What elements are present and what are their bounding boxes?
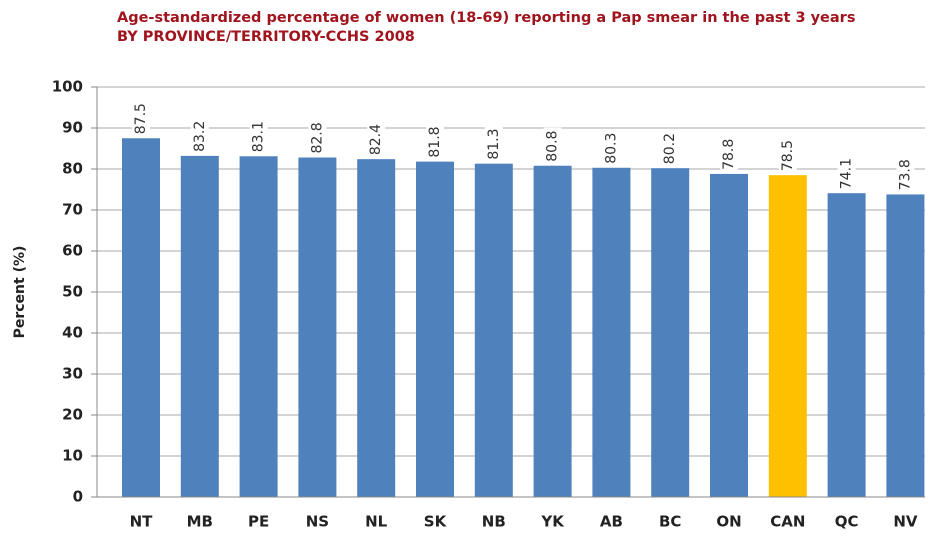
value-label: 83.2 xyxy=(192,121,208,152)
value-label: 81.8 xyxy=(427,126,443,157)
y-tick-label: 100 xyxy=(52,78,83,96)
value-label-bg xyxy=(132,100,150,135)
bar xyxy=(416,161,454,497)
value-label-bg xyxy=(720,135,738,170)
value-label-bg xyxy=(602,129,621,164)
x-tick-label: BC xyxy=(659,513,681,531)
x-tick-label: NS xyxy=(306,513,329,531)
bar xyxy=(592,167,631,497)
bar xyxy=(180,155,219,497)
bar xyxy=(298,157,337,497)
x-tick-label: CAN xyxy=(770,513,805,531)
value-label-bg xyxy=(484,125,503,160)
value-label-bg xyxy=(778,137,797,172)
y-tick-label: 0 xyxy=(73,488,83,506)
x-tick-label: MB xyxy=(187,513,213,531)
value-label-bg xyxy=(367,121,386,156)
bar xyxy=(886,194,925,498)
bar xyxy=(357,159,396,497)
value-label: 73.8 xyxy=(897,159,913,190)
value-label: 82.4 xyxy=(368,124,384,155)
y-tick-label: 50 xyxy=(62,283,83,301)
y-tick-label: 60 xyxy=(62,242,83,260)
value-label-bg xyxy=(837,155,856,190)
value-label: 83.1 xyxy=(251,121,267,152)
x-tick-label: NL xyxy=(365,513,388,531)
value-label: 78.8 xyxy=(721,139,737,170)
chart-subtitle: BY PROVINCE/TERRITORY-CCHS 2008 xyxy=(117,29,415,45)
x-tick-label: QC xyxy=(835,513,859,531)
y-tick-label: 90 xyxy=(62,119,83,137)
x-tick-label: PE xyxy=(248,513,269,531)
bar xyxy=(474,163,513,498)
bar xyxy=(651,168,690,497)
y-tick-label: 10 xyxy=(62,447,83,465)
x-tick-label: YK xyxy=(540,513,565,531)
x-tick-label: NT xyxy=(130,513,154,531)
y-tick-label: 40 xyxy=(62,324,83,342)
bar xyxy=(239,156,278,498)
y-tick-label: 20 xyxy=(62,406,83,424)
value-label-bg xyxy=(661,130,680,165)
value-label: 78.5 xyxy=(780,140,796,171)
bar xyxy=(768,175,807,497)
x-tick-label: NB xyxy=(482,513,506,531)
value-label: 82.8 xyxy=(309,122,325,153)
y-tick-label: 70 xyxy=(62,201,83,219)
value-label-bg xyxy=(308,119,327,154)
bar xyxy=(122,138,160,497)
value-label-bg xyxy=(249,118,268,153)
value-label-bg xyxy=(426,123,444,158)
value-label: 80.8 xyxy=(545,131,561,162)
value-label-bg xyxy=(543,127,562,162)
value-label-bg xyxy=(190,117,209,152)
value-label-bg xyxy=(896,156,915,191)
bar xyxy=(827,193,866,497)
x-tick-label: NV xyxy=(893,513,918,531)
value-label: 81.3 xyxy=(486,128,502,159)
y-tick-label: 30 xyxy=(62,365,83,383)
value-label: 80.3 xyxy=(603,133,619,164)
value-label: 87.5 xyxy=(133,103,149,134)
bar xyxy=(533,165,572,497)
x-tick-label: ON xyxy=(716,513,741,531)
chart-title: Age-standardized percentage of women (18… xyxy=(117,10,855,26)
y-axis-label: Percent (%) xyxy=(12,246,28,339)
bar xyxy=(710,173,748,498)
value-label: 80.2 xyxy=(662,133,678,164)
x-tick-label: SK xyxy=(424,513,448,531)
y-tick-label: 80 xyxy=(62,160,83,178)
value-label: 74.1 xyxy=(839,158,855,189)
x-tick-label: AB xyxy=(600,513,623,531)
